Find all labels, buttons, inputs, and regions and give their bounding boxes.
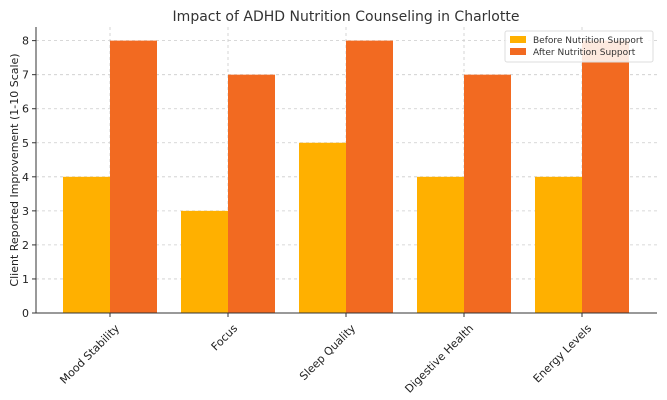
x-tick-label: Digestive Health <box>402 322 476 396</box>
legend-swatch <box>510 36 526 43</box>
bar-before-sleep-quality <box>299 142 346 313</box>
y-ticks: 0 1 2 3 4 5 6 7 8 <box>22 35 36 320</box>
x-tick-label: Mood Stability <box>57 322 122 387</box>
y-tick-label: 6 <box>22 103 29 116</box>
bar-before-energy-levels <box>535 176 582 313</box>
bar-after-digestive-health <box>464 74 511 314</box>
bar-before-focus <box>181 210 228 313</box>
y-tick-label: 3 <box>22 205 29 218</box>
y-tick-label: 2 <box>22 239 29 252</box>
bars-layer <box>63 40 629 314</box>
legend: Before Nutrition Support After Nutrition … <box>504 30 654 63</box>
legend-label: After Nutrition Support <box>533 48 636 58</box>
bar-before-mood-stability <box>63 176 110 313</box>
legend-box <box>504 30 654 63</box>
x-tick-label: Focus <box>209 322 241 354</box>
y-axis-label: Client Reported Improvement (1-10 Scale) <box>8 53 21 286</box>
y-tick-label: 0 <box>22 307 29 320</box>
bar-after-sleep-quality <box>346 40 393 313</box>
y-tick-label: 7 <box>22 69 29 82</box>
legend-swatch <box>510 48 526 55</box>
x-ticks: Mood Stability Focus Sleep Quality Digestiv… <box>57 313 594 396</box>
bar-after-mood-stability <box>110 40 157 313</box>
bar-after-focus <box>228 74 275 314</box>
chart-title: Impact of ADHD Nutrition Counseling in C… <box>173 9 520 25</box>
y-tick-label: 1 <box>22 273 29 286</box>
x-tick-label: Sleep Quality <box>297 322 358 383</box>
bar-after-energy-levels <box>582 40 629 313</box>
y-tick-label: 4 <box>22 171 29 184</box>
bar-before-digestive-health <box>417 176 464 313</box>
x-tick-label: Energy Levels <box>531 322 595 386</box>
y-tick-label: 8 <box>22 35 29 48</box>
legend-label: Before Nutrition Support <box>533 36 644 46</box>
y-tick-label: 5 <box>22 137 29 150</box>
